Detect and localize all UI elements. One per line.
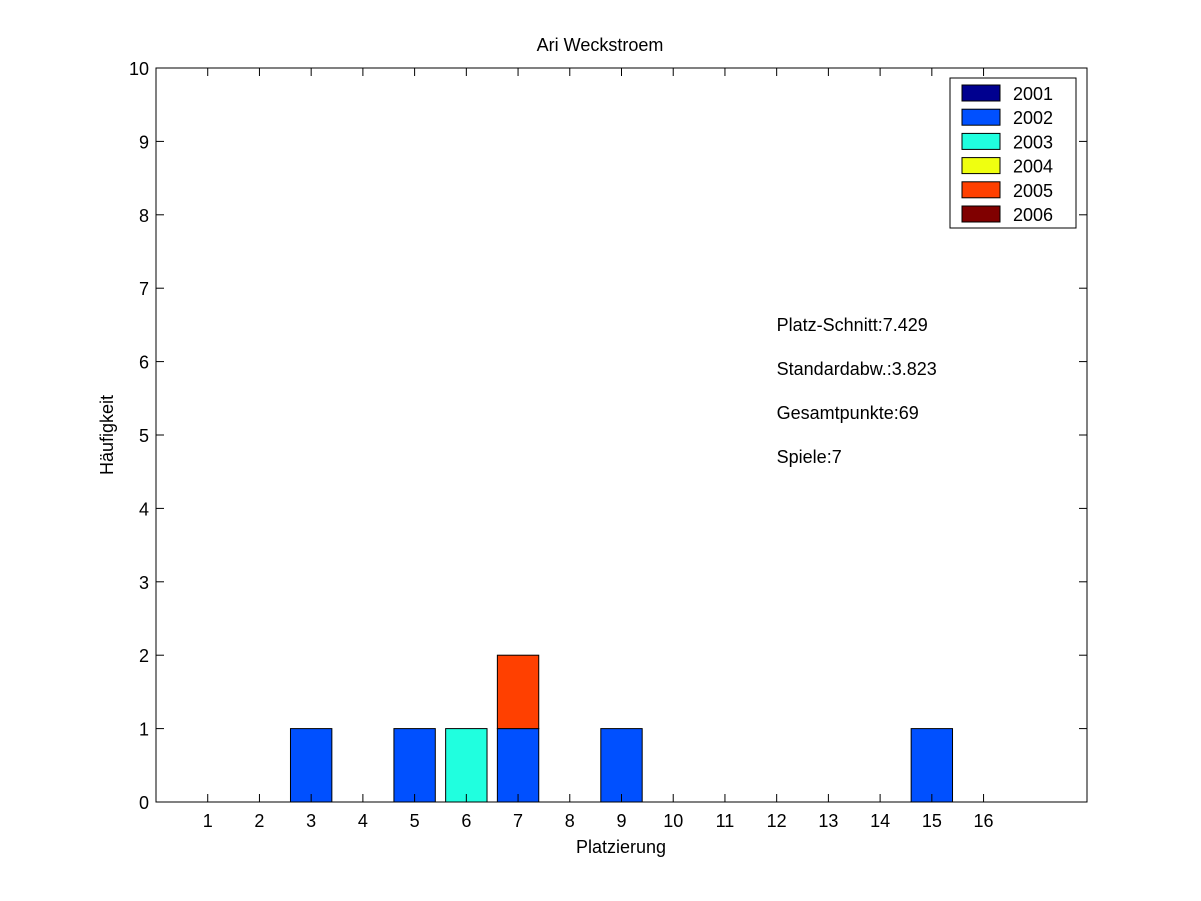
y-tick-label: 2	[139, 646, 149, 666]
stats-annotations: Platz-Schnitt:7.429 Standardabw.:3.823 Ges…	[777, 315, 937, 467]
y-tick-label: 10	[129, 59, 149, 79]
y-tick-label: 8	[139, 206, 149, 226]
legend-label: 2002	[1013, 108, 1053, 128]
x-tick-label: 2	[254, 811, 264, 831]
y-tick-label: 7	[139, 279, 149, 299]
legend-swatch	[961, 181, 1001, 199]
legend: 2001 2002 2003 2004 2005 2006	[949, 77, 1077, 229]
x-tick-label: 6	[461, 811, 471, 831]
bar-3-2002	[289, 728, 333, 803]
y-tick-label: 4	[139, 499, 149, 519]
x-tick-label: 15	[922, 811, 942, 831]
bar-5-2002	[393, 728, 436, 803]
x-tick-label: 5	[410, 811, 420, 831]
y-tick-label: 5	[139, 426, 149, 446]
stat-annotation: Gesamtpunkte:69	[777, 403, 919, 423]
x-tick-label: 12	[767, 811, 787, 831]
y-tick-labels: 0 1 2 3 4 5 6 7 8 9 10	[129, 59, 149, 813]
y-tick-label: 6	[139, 353, 149, 373]
x-tick-label: 16	[974, 811, 994, 831]
bar-15-2002	[910, 728, 954, 803]
bar-6-2003	[445, 728, 488, 803]
bar-9-2002	[600, 728, 643, 803]
bars-group	[289, 654, 954, 803]
y-tick-label: 0	[139, 793, 149, 813]
legend-swatch	[961, 157, 1001, 175]
legend-swatch	[961, 84, 1001, 102]
x-tick-label: 9	[616, 811, 626, 831]
x-tick-label: 13	[818, 811, 838, 831]
x-tick-label: 14	[870, 811, 890, 831]
legend-label: 2005	[1013, 181, 1053, 201]
legend-swatch	[961, 108, 1001, 126]
x-axis-label: Platzierung	[576, 837, 666, 857]
axis-ticks	[156, 67, 1087, 803]
x-tick-label: 4	[358, 811, 368, 831]
stat-annotation: Standardabw.:3.823	[777, 359, 937, 379]
x-tick-label: 7	[513, 811, 523, 831]
stat-annotation: Platz-Schnitt:7.429	[777, 315, 928, 335]
x-tick-label: 10	[663, 811, 683, 831]
bar-7-2002	[496, 728, 540, 803]
legend-label: 2003	[1013, 132, 1053, 152]
y-tick-label: 1	[139, 720, 149, 740]
plot-area	[155, 67, 1088, 803]
y-axis-label: Häufigkeit	[97, 395, 117, 475]
y-tick-label: 3	[139, 573, 149, 593]
x-tick-label: 3	[306, 811, 316, 831]
legend-label: 2001	[1013, 84, 1053, 104]
stat-annotation: Spiele:7	[777, 447, 842, 467]
bar-7-2005	[496, 654, 540, 730]
legend-swatch	[961, 205, 1001, 223]
x-tick-label: 11	[716, 811, 735, 831]
legend-label: 2004	[1013, 157, 1053, 177]
x-tick-label: 1	[203, 811, 213, 831]
legend-label: 2006	[1013, 205, 1053, 225]
x-tick-labels: 1 2 3 4 5 6 7 8 9 10 11 12 13 14 15 16	[203, 811, 994, 831]
legend-swatch	[961, 132, 1001, 150]
chart-title: Ari Weckstroem	[537, 35, 664, 55]
y-tick-label: 9	[139, 132, 149, 152]
x-tick-label: 8	[565, 811, 575, 831]
legend-box	[949, 77, 1077, 229]
